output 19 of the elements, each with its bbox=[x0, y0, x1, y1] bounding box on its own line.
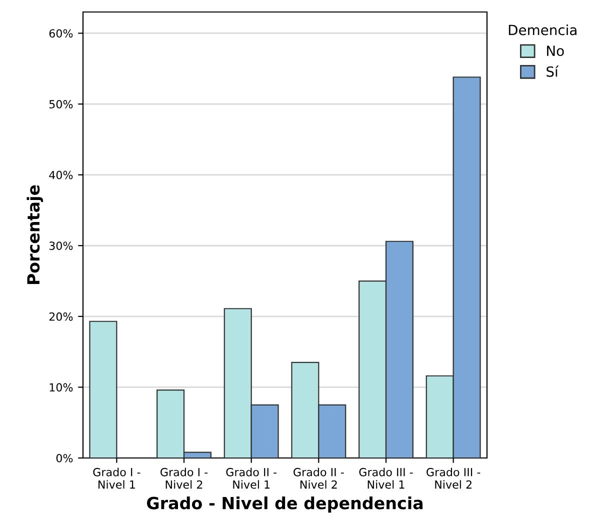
bar bbox=[89, 320, 118, 458]
x-tick-label: Grado III - Nivel 1 bbox=[359, 468, 413, 489]
y-tick-label: 50% bbox=[49, 100, 73, 108]
x-tick-label: Grado II - Nivel 1 bbox=[226, 468, 277, 489]
x-tick-label: Grado I - Nivel 1 bbox=[93, 468, 140, 489]
y-tick-label: 10% bbox=[50, 383, 73, 392]
x-axis-title: Grado - Nivel de dependencia bbox=[146, 496, 423, 513]
y-tick-label: 20% bbox=[49, 312, 73, 321]
y-tick-label: 40% bbox=[49, 170, 73, 180]
y-tick-label: 30% bbox=[49, 242, 73, 250]
legend-label: No bbox=[547, 46, 564, 56]
x-tick-label: Grado II - Nivel 2 bbox=[294, 468, 344, 489]
y-tick-label: 0% bbox=[56, 454, 73, 462]
x-tick-label: Grado III - Nivel 2 bbox=[426, 468, 480, 489]
legend-label: Sí bbox=[546, 66, 559, 77]
x-tick-label: Grado I - Nivel 2 bbox=[160, 468, 208, 489]
y-axis-title: Porcentaje bbox=[26, 185, 44, 284]
y-tick-label: 60% bbox=[49, 29, 73, 38]
legend-title: Demencia bbox=[508, 24, 576, 36]
